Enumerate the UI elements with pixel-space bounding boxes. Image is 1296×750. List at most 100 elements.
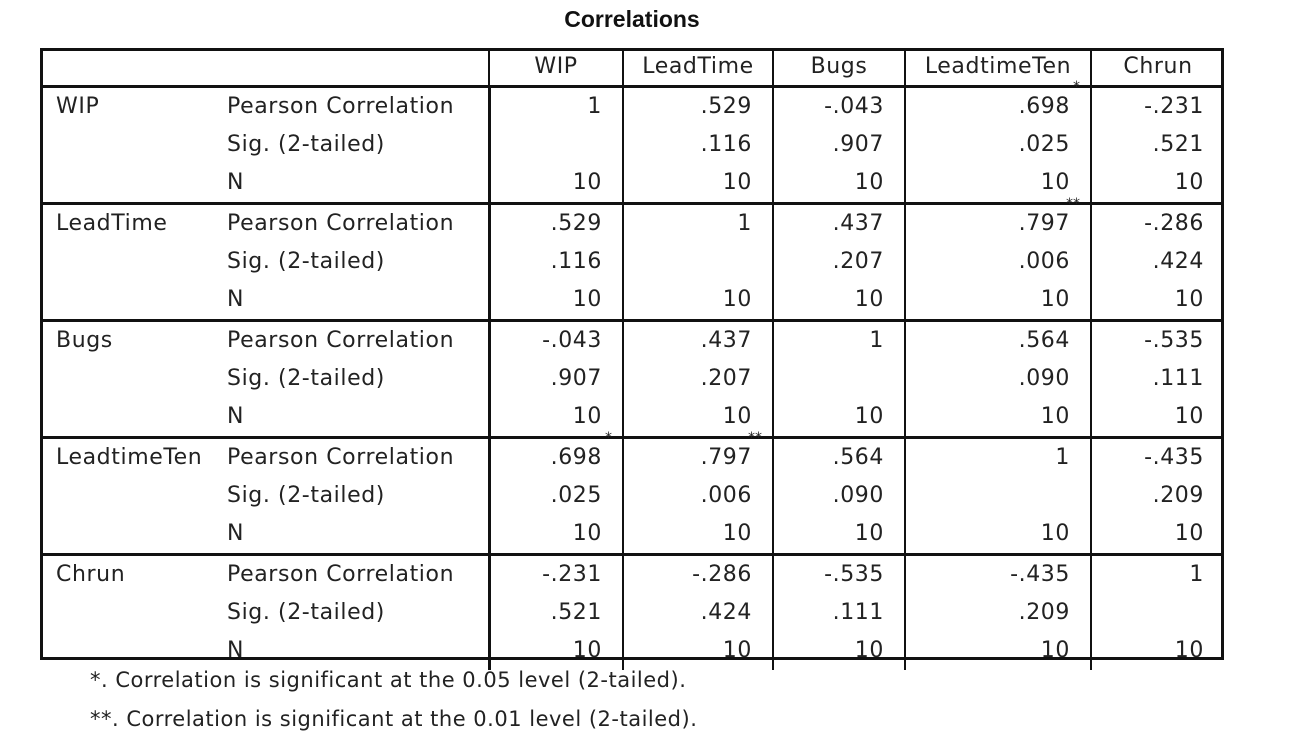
header-blank-cell <box>227 48 489 88</box>
cell-value: 10 <box>723 515 752 553</box>
table-cell: 10 <box>772 515 905 556</box>
table-cell: 10 <box>487 281 623 322</box>
table-cell: 1 <box>1090 554 1224 594</box>
table-cell: -.286 <box>622 554 773 594</box>
table-row: Sig. (2-tailed) .907 .207 .090 .111 <box>40 360 1224 398</box>
table-cell: .006 <box>622 477 773 515</box>
cell-value-text: 10 <box>854 170 884 195</box>
stat-label-n: N <box>227 398 489 439</box>
cell-value: .521 <box>1153 126 1204 164</box>
table-cell: 10 <box>1090 515 1224 556</box>
cell-value: 10 <box>1041 398 1070 436</box>
table-cell: .006 <box>904 243 1091 281</box>
stat-label-n: N <box>227 164 489 205</box>
row-variable-label-empty <box>40 477 227 515</box>
cell-value-text: .907 <box>550 366 602 391</box>
cell-value: .025 <box>551 477 602 515</box>
cell-value-text: 10 <box>1174 287 1204 312</box>
cell-value-text: .111 <box>832 600 884 625</box>
cell-value: .698 * <box>550 431 612 477</box>
cell-value: .521 <box>551 594 602 632</box>
table-cell <box>622 243 773 281</box>
table-cell: 10 <box>904 632 1091 670</box>
cell-value: .797 ** <box>1018 197 1080 243</box>
cell-value: 10 <box>1175 281 1204 319</box>
table-cell: .025 <box>487 477 623 515</box>
cell-value-text: .209 <box>1152 483 1204 508</box>
table-cell: .025 <box>904 126 1091 164</box>
table-cell: 10 <box>487 164 623 205</box>
significance-marker: ** <box>1066 196 1080 212</box>
cell-value-text: 10 <box>854 521 884 546</box>
cell-value: .437 <box>833 205 884 243</box>
footnote-significance-005: *. Correlation is significant at the 0.0… <box>90 668 687 692</box>
row-variable-label-empty <box>40 126 227 164</box>
footnote-significance-001: **. Correlation is significant at the 0.… <box>90 707 698 731</box>
table-cell: .209 <box>904 594 1091 632</box>
cell-value: 10 <box>855 398 884 436</box>
cell-value-text: .006 <box>700 483 752 508</box>
table-row: LeadTime Pearson Correlation .529 1 .437 .797… <box>40 197 1224 243</box>
table-cell: .424 <box>1090 243 1224 281</box>
table-cell: 10 <box>622 398 773 439</box>
cell-value-text: 10 <box>722 170 752 195</box>
cell-value: -.535 <box>1144 322 1204 360</box>
cell-value-text: 10 <box>1174 638 1204 663</box>
cell-value-text: 1 <box>737 211 752 236</box>
table-row: WIP Pearson Correlation 1 .529 -.043 .698 * -.2… <box>40 80 1224 126</box>
cell-value: 10 <box>855 164 884 202</box>
cell-value-text: .698 <box>550 445 602 470</box>
cell-value-text: -.231 <box>1144 94 1204 119</box>
table-cell: -.286 <box>1090 203 1224 243</box>
table-cell: 1 <box>622 203 773 243</box>
cell-value: 1 <box>587 88 602 126</box>
cell-value: .907 <box>551 360 602 398</box>
cell-value-text: 10 <box>572 170 602 195</box>
stat-label-pearson-correlation: Pearson Correlation <box>227 211 455 236</box>
stat-label-pearson-correlation: Pearson Correlation <box>227 328 455 353</box>
column-header-leadtime: LeadTime <box>622 48 773 88</box>
stat-label-n: N <box>227 515 489 556</box>
table-cell: .111 <box>772 594 905 632</box>
cell-value: -.435 <box>1144 439 1204 477</box>
table-cell: 1 <box>904 437 1091 477</box>
table-cell: .529 <box>487 203 623 243</box>
cell-value-text: .116 <box>550 249 602 274</box>
cell-value-text: 10 <box>722 521 752 546</box>
cell-value-text: 10 <box>572 521 602 546</box>
cell-value-text: .025 <box>1018 132 1070 157</box>
cell-value-text: .006 <box>1018 249 1070 274</box>
cell-value: 10 <box>573 281 602 319</box>
cell-value-text: 10 <box>854 638 884 663</box>
cell-value: .564 <box>833 439 884 477</box>
cell-value-text: .424 <box>1152 249 1204 274</box>
cell-value-text: .521 <box>1152 132 1204 157</box>
cell-value: 10 <box>573 164 602 202</box>
column-header-leadtimeten: LeadtimeTen <box>904 48 1091 88</box>
table-row: Chrun Pearson Correlation -.231 -.286 -.535 -… <box>40 554 1224 594</box>
table-cell: 10 <box>772 281 905 322</box>
table-cell <box>904 477 1091 515</box>
row-variable-label-empty <box>40 281 227 322</box>
cell-value: .529 <box>701 88 752 126</box>
cell-value-text: 10 <box>1040 521 1070 546</box>
table-cell: .529 <box>622 86 773 126</box>
cell-value: 10 <box>723 281 752 319</box>
cell-value-text: 10 <box>1040 638 1070 663</box>
cell-value: 10 <box>573 398 602 436</box>
column-header-chrun: Chrun <box>1090 48 1224 88</box>
table-cell: -.043 <box>487 320 623 360</box>
table-cell: 1 <box>487 86 623 126</box>
cell-value-text: 10 <box>854 404 884 429</box>
table-cell: .521 <box>1090 126 1224 164</box>
row-variable-label-empty <box>40 398 227 439</box>
table-cell: .207 <box>772 243 905 281</box>
table-cell: .090 <box>772 477 905 515</box>
table-row: N 10 10 10 10 10 <box>40 398 1224 439</box>
cell-value: .006 <box>1019 243 1070 281</box>
cell-value-text: -.435 <box>1144 445 1204 470</box>
cell-value: .116 <box>551 243 602 281</box>
cell-value: .564 <box>1019 322 1070 360</box>
cell-value-text: .797 <box>1018 211 1070 236</box>
cell-value: .207 <box>701 360 752 398</box>
